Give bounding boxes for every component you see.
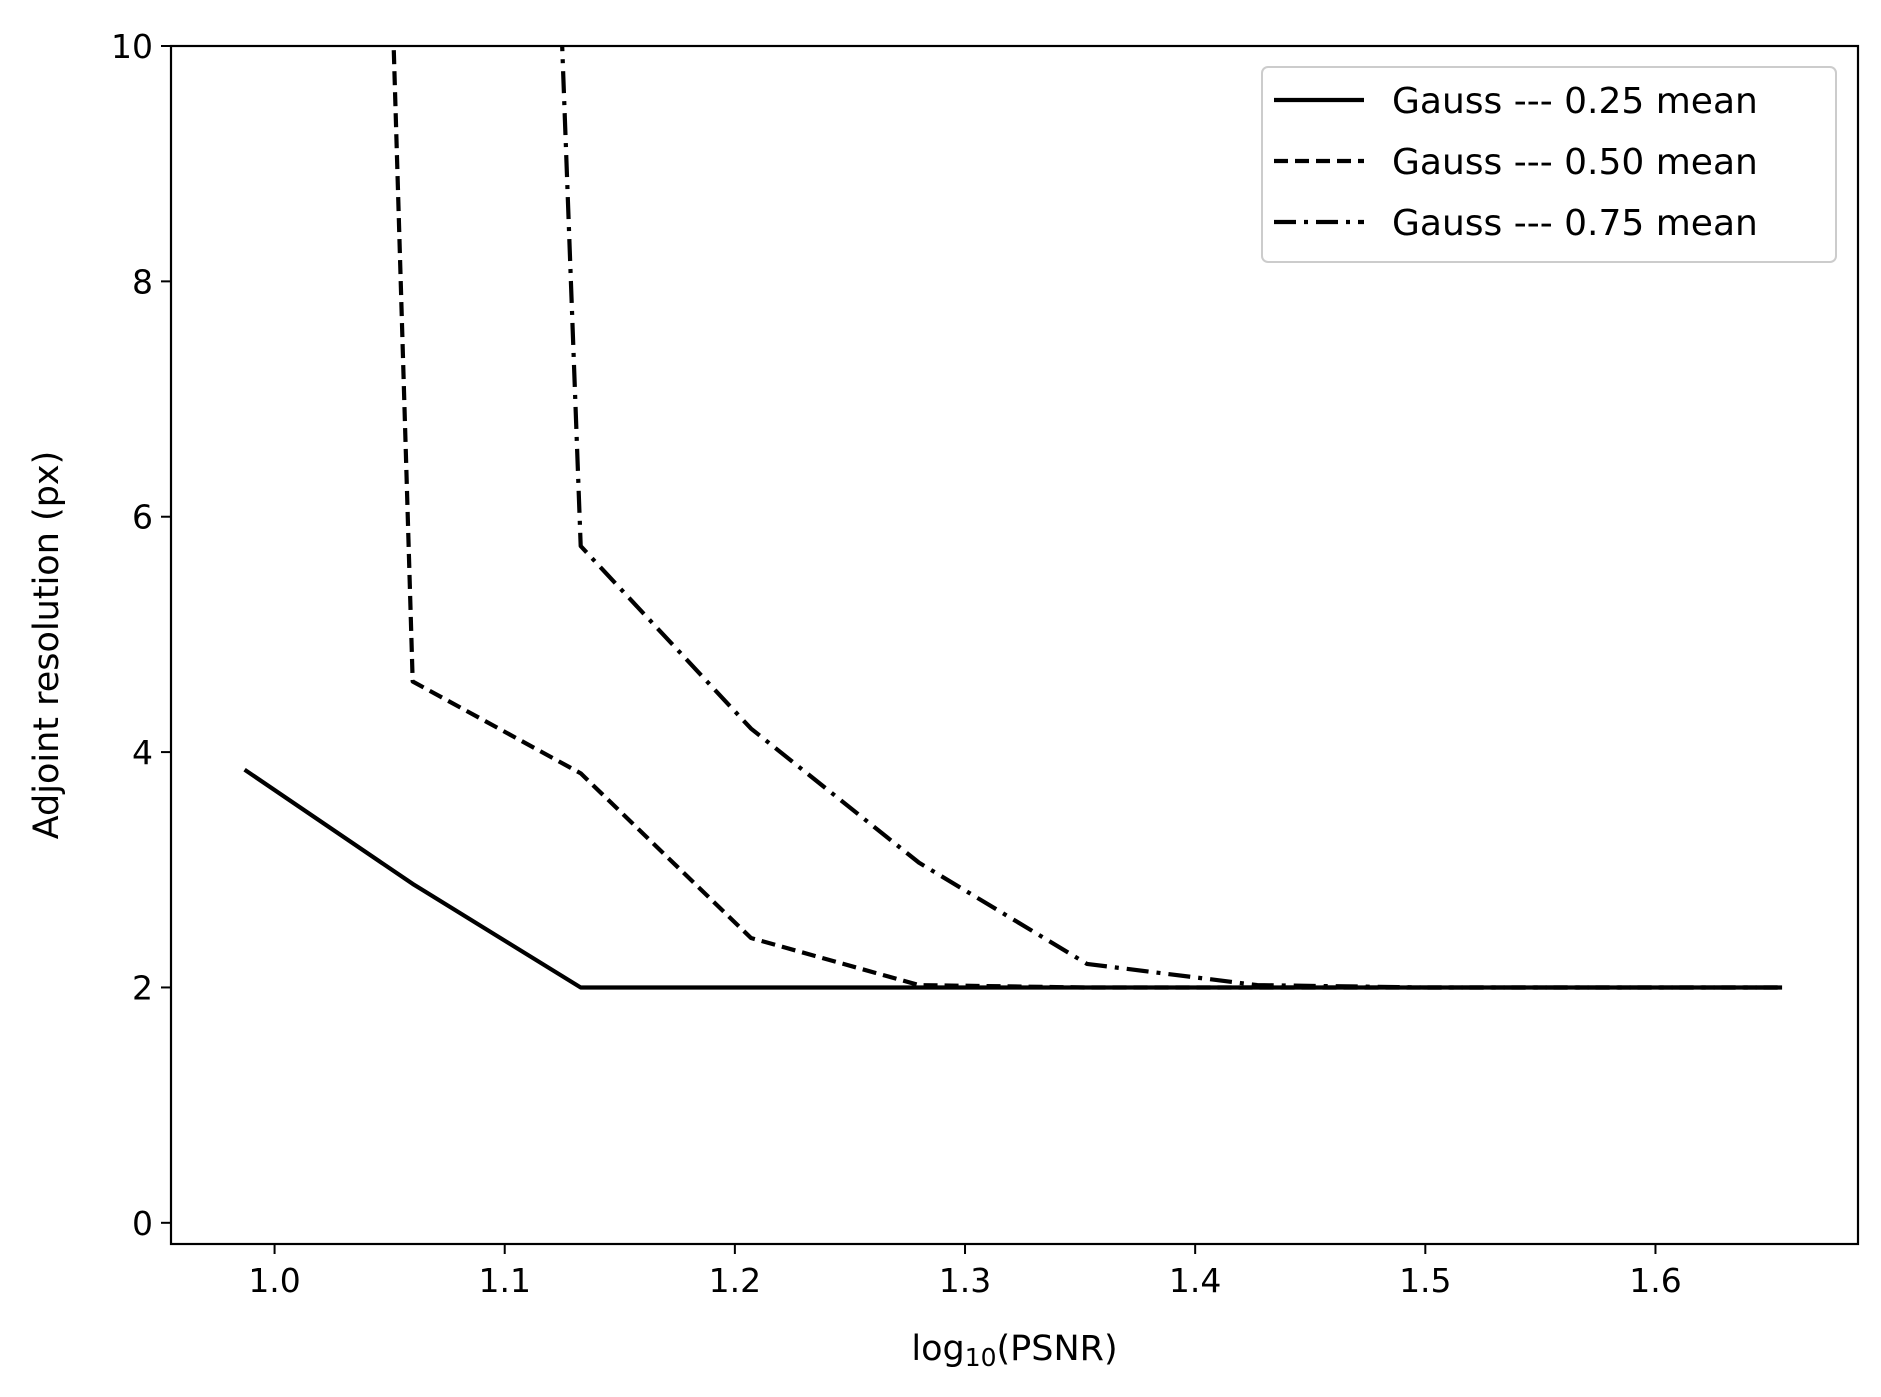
y-tick-label: 6: [132, 498, 153, 537]
y-axis: 0 2 4 6 8 10: [111, 27, 171, 1243]
y-tick-label: 4: [132, 733, 153, 772]
x-tick-label: 1.6: [1629, 1261, 1681, 1300]
legend: Gauss --- 0.25 mean Gauss --- 0.50 mean Ga…: [1261, 66, 1837, 263]
x-axis-label-suffix: (PSNR): [997, 1329, 1118, 1369]
x-tick-label: 1.1: [478, 1261, 530, 1300]
x-tick-label: 1.3: [939, 1261, 991, 1300]
series-line-3: [560, 46, 1783, 990]
x-tick-label: 1.0: [248, 1261, 300, 1300]
series-layer: [243, 46, 1783, 990]
y-tick-label: 2: [132, 968, 153, 1007]
x-axis: 1.0 1.1 1.2 1.3 1.4 1.5 1.6: [248, 1244, 1682, 1300]
x-axis-label-subscript: 10: [965, 1343, 997, 1372]
plot-frame: [169, 44, 1860, 1246]
legend-label: Gauss --- 0.75 mean: [1392, 203, 1758, 244]
x-tick-label: 1.2: [709, 1261, 761, 1300]
legend-label: Gauss --- 0.25 mean: [1392, 81, 1758, 122]
legend-label: Gauss --- 0.50 mean: [1392, 142, 1758, 183]
x-tick-label: 1.4: [1169, 1261, 1221, 1300]
y-tick-label: 8: [132, 262, 153, 301]
y-axis-label: Adjoint resolution (px): [27, 451, 67, 840]
legend-box: [1261, 66, 1837, 263]
x-axis-label: log10(PSNR): [911, 1329, 1117, 1372]
y-tick-label: 10: [111, 27, 153, 66]
series-line-2: [391, 46, 1783, 990]
x-axis-label-prefix: log: [911, 1329, 964, 1369]
x-tick-label: 1.5: [1399, 1261, 1451, 1300]
y-tick-label: 0: [132, 1204, 153, 1243]
series-line-1: [243, 767, 1783, 990]
